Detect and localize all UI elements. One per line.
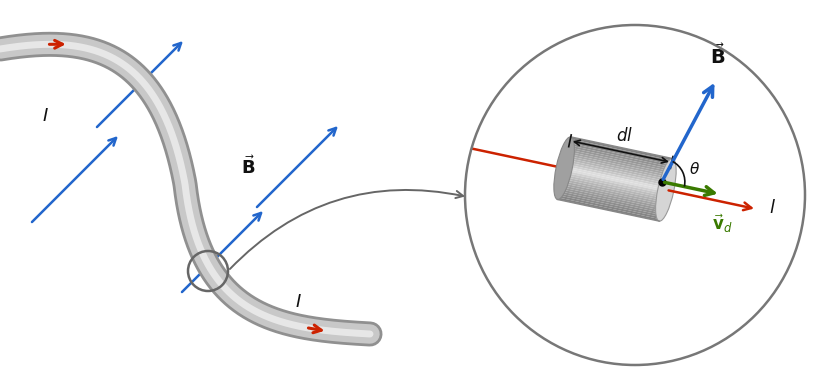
Text: $\vec{\mathbf{B}}$: $\vec{\mathbf{B}}$ xyxy=(241,156,255,179)
Text: $\vec{\mathbf{v}}_d$: $\vec{\mathbf{v}}_d$ xyxy=(711,212,732,235)
Polygon shape xyxy=(557,193,660,217)
Polygon shape xyxy=(562,177,663,200)
Polygon shape xyxy=(562,172,664,196)
Polygon shape xyxy=(568,145,670,169)
Polygon shape xyxy=(559,187,661,211)
Polygon shape xyxy=(562,174,664,198)
Polygon shape xyxy=(560,185,662,209)
Ellipse shape xyxy=(553,137,574,200)
Polygon shape xyxy=(567,147,670,171)
Polygon shape xyxy=(565,160,667,184)
Polygon shape xyxy=(565,158,667,181)
Polygon shape xyxy=(557,195,659,219)
FancyArrowPatch shape xyxy=(230,190,462,269)
Polygon shape xyxy=(566,154,668,177)
Text: $I$: $I$ xyxy=(294,293,302,311)
Polygon shape xyxy=(566,151,668,175)
Polygon shape xyxy=(569,141,671,165)
Polygon shape xyxy=(570,137,672,161)
Polygon shape xyxy=(561,181,662,204)
Polygon shape xyxy=(563,166,666,190)
Text: $I$: $I$ xyxy=(42,107,49,125)
Polygon shape xyxy=(558,191,660,215)
Polygon shape xyxy=(558,189,661,213)
Text: $l$: $l$ xyxy=(768,199,775,217)
Polygon shape xyxy=(557,197,659,221)
Polygon shape xyxy=(563,168,665,192)
Polygon shape xyxy=(564,164,666,188)
Circle shape xyxy=(465,25,804,365)
Text: $\vec{\mathbf{B}}$: $\vec{\mathbf{B}}$ xyxy=(710,44,724,68)
Polygon shape xyxy=(564,162,667,186)
Polygon shape xyxy=(568,143,671,167)
Polygon shape xyxy=(567,149,669,173)
Ellipse shape xyxy=(655,158,676,221)
Polygon shape xyxy=(569,139,672,163)
Text: $dl$: $dl$ xyxy=(614,127,632,145)
Polygon shape xyxy=(566,156,667,179)
Polygon shape xyxy=(562,170,665,194)
Polygon shape xyxy=(561,179,663,202)
Polygon shape xyxy=(560,183,662,207)
Text: $\theta$: $\theta$ xyxy=(688,161,700,177)
